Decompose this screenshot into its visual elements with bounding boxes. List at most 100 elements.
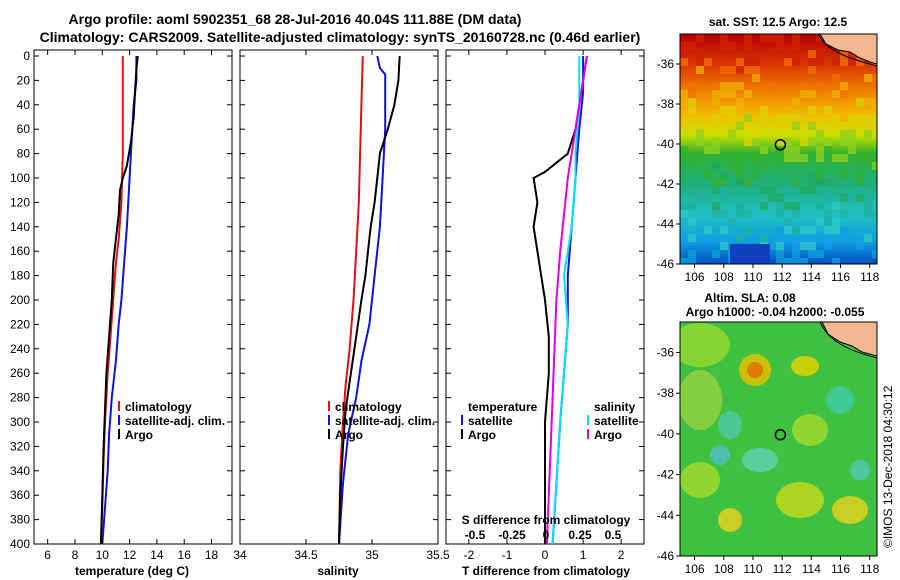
- sst-cell: [680, 146, 688, 154]
- sst-cell: [864, 210, 872, 218]
- sst-cell: [696, 50, 704, 58]
- sst-cell: [824, 226, 832, 234]
- sst-cell: [864, 130, 872, 138]
- sst-map-x-ticks: 106 108 110 112 114 116 118: [685, 264, 880, 284]
- salinity-series: [338, 55, 401, 545]
- sst-cell: [728, 162, 736, 170]
- sst-cell: [840, 90, 848, 98]
- sst-cell: [824, 178, 832, 186]
- sst-cell: [792, 154, 800, 162]
- sst-cell: [688, 98, 696, 106]
- sst-cell: [784, 58, 792, 66]
- sst-cell: [856, 242, 864, 250]
- sst-cell: [776, 114, 784, 122]
- sst-cell: [712, 90, 720, 98]
- salinity-x-ticks: 34 34.5 35 35.5: [233, 50, 450, 562]
- sst-map-y-ticks: -36 -38 -40 -42 -44 -46: [657, 57, 680, 271]
- sst-cell: [848, 194, 856, 202]
- sst-cell: [840, 114, 848, 122]
- map-y-tick-label: -46: [657, 549, 675, 563]
- sst-cell: [744, 58, 752, 66]
- sst-cell: [848, 146, 856, 154]
- sst-cell: [872, 162, 877, 170]
- sst-cell: [872, 74, 877, 82]
- sst-cell: [728, 42, 736, 50]
- sst-cell: [744, 138, 752, 146]
- sst-cell: [744, 34, 752, 42]
- sst-cell: [768, 242, 776, 250]
- legend-label-argo: Argo: [335, 428, 363, 442]
- y-tick-label: 240: [10, 342, 30, 356]
- x-tick-label: 18: [205, 548, 219, 562]
- sst-cell: [712, 146, 720, 154]
- x-tick-label: 0: [542, 548, 549, 562]
- sst-cell: [776, 250, 784, 258]
- sst-cell: [720, 178, 728, 186]
- map-x-tick-label: 118: [860, 562, 879, 576]
- x-tick-label: 6: [44, 548, 51, 562]
- sst-cell: [720, 82, 728, 90]
- sst-cell: [728, 106, 736, 114]
- x-tick-label: 12: [123, 548, 137, 562]
- sst-cell: [744, 66, 752, 74]
- sst-cell: [872, 98, 877, 106]
- sst-cell: [752, 154, 760, 162]
- map-x-tick-label: 108: [714, 562, 734, 576]
- sst-cell: [720, 242, 728, 250]
- sst-cell: [792, 202, 800, 210]
- sla-map-subtitle: Argo h1000: -0.04 h2000: -0.055: [686, 305, 865, 319]
- sst-cell: [696, 34, 704, 42]
- sst-cell: [840, 170, 848, 178]
- sla-feature: [850, 460, 870, 480]
- y-tick-label: 40: [17, 98, 31, 112]
- legend-label-t-satellite: satellite: [468, 414, 513, 428]
- sst-cell: [840, 210, 848, 218]
- sst-cell: [760, 162, 768, 170]
- sst-cell: [808, 138, 816, 146]
- sst-cell: [776, 122, 784, 130]
- sst-cell: [680, 258, 688, 264]
- x-tick-label: 10: [96, 548, 110, 562]
- sst-cell: [840, 130, 848, 138]
- y-tick-label: 380: [10, 513, 30, 527]
- sst-cell: [824, 194, 832, 202]
- sst-cell: [792, 114, 800, 122]
- sla-map-panel: Altim. SLA: 0.08 Argo h1000: -0.04 h2000…: [657, 291, 880, 576]
- sst-cell: [864, 114, 872, 122]
- sst-cell: [832, 202, 840, 210]
- sst-cell: [776, 202, 784, 210]
- sst-cell: [752, 130, 760, 138]
- sst-cell: [816, 82, 824, 90]
- sla-feature: [680, 370, 722, 430]
- sla-feature: [680, 462, 720, 498]
- y-tick-label: 300: [10, 415, 30, 429]
- y-tick-label: 60: [17, 122, 31, 136]
- legend-label-t-argo: Argo: [468, 428, 496, 442]
- sst-cell: [784, 146, 792, 154]
- sst-cell: [744, 210, 752, 218]
- temperature-series: [99, 55, 139, 545]
- temperature-x-ticks: 6 8 10 12 14 16 18: [34, 50, 232, 562]
- sst-cell: [808, 178, 816, 186]
- sst-cell: [680, 58, 688, 66]
- sst-cell: [864, 98, 872, 106]
- figure-title-line2: Climatology: CARS2009. Satellite-adjuste…: [40, 29, 641, 45]
- imos-credit: ©IMOS 13-Dec-2018 04:30:12: [881, 385, 895, 548]
- sst-cell: [688, 234, 696, 242]
- s-difference-ticks: -0.5 -0.25 0 0.25 0.5: [465, 528, 622, 542]
- sst-cell: [704, 58, 712, 66]
- sst-cell: [736, 170, 744, 178]
- sst-cell: [784, 186, 792, 194]
- sst-cell: [816, 218, 824, 226]
- sst-cell: [696, 194, 704, 202]
- y-tick-label: 160: [10, 244, 30, 258]
- sst-cell: [784, 114, 792, 122]
- sst-cell: [728, 114, 736, 122]
- sst-cell: [848, 138, 856, 146]
- sst-cell: [760, 186, 768, 194]
- sst-cell: [776, 194, 784, 202]
- sst-cell: [792, 42, 800, 50]
- difference-x-ticks: -2 -1 0 1 2: [446, 50, 644, 562]
- sst-cell: [752, 66, 760, 74]
